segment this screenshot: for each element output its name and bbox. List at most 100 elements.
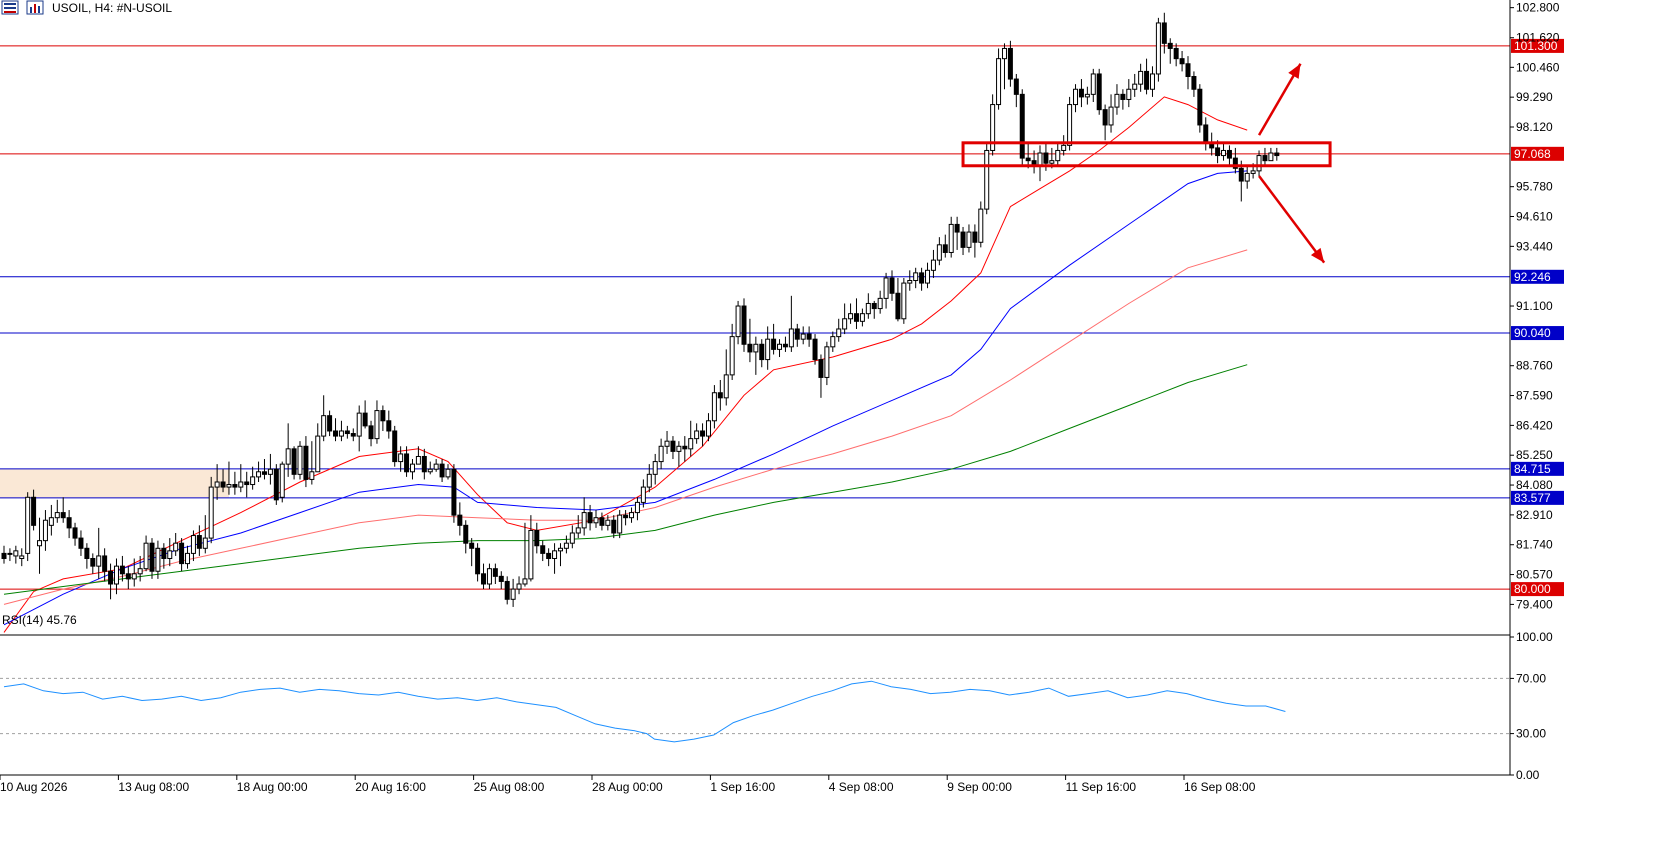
candle-body xyxy=(676,445,682,452)
candle xyxy=(1244,165,1250,189)
candle-body xyxy=(7,552,13,555)
candle xyxy=(297,441,303,480)
candle-body xyxy=(409,463,415,473)
candle-body xyxy=(978,208,984,243)
candle-body xyxy=(705,420,711,437)
candle xyxy=(972,224,978,258)
candle-body xyxy=(149,542,155,572)
candle xyxy=(996,48,1002,110)
candle-body xyxy=(279,463,285,498)
candle xyxy=(883,272,889,309)
candle xyxy=(202,515,208,554)
candle xyxy=(1078,79,1084,108)
candle xyxy=(42,510,48,551)
candle xyxy=(688,420,694,457)
candle-body xyxy=(60,512,66,519)
candle-body xyxy=(90,557,96,567)
candle xyxy=(1274,147,1280,161)
candle-body xyxy=(510,588,516,600)
candle-body xyxy=(1250,170,1256,174)
candle-body xyxy=(1167,42,1173,49)
price-tick-label: 101.620 xyxy=(1516,31,1560,45)
candle xyxy=(143,535,149,572)
candle-body xyxy=(1090,73,1096,95)
candle-body xyxy=(534,529,540,547)
candle xyxy=(445,464,451,480)
candle-body xyxy=(250,476,256,486)
candle-body xyxy=(31,496,37,526)
candle-body xyxy=(682,445,688,450)
candle-body xyxy=(753,343,759,353)
price-tick-label: 82.910 xyxy=(1516,508,1553,522)
candle xyxy=(350,428,356,442)
candle-body xyxy=(238,481,244,488)
candle xyxy=(90,553,96,574)
candle xyxy=(652,453,658,485)
candle xyxy=(700,423,706,447)
candle xyxy=(569,525,575,549)
trade-panel-icon[interactable] xyxy=(1,0,19,15)
candle-body xyxy=(700,430,706,437)
candle xyxy=(291,446,297,480)
candle xyxy=(1149,66,1155,97)
candle-body xyxy=(711,392,717,422)
candle xyxy=(149,538,155,579)
candle-body xyxy=(729,336,735,376)
candle xyxy=(1179,51,1185,72)
candle-body xyxy=(13,550,19,557)
time-tick-label: 4 Sep 08:00 xyxy=(829,780,894,794)
candle-body xyxy=(1067,104,1073,146)
candle xyxy=(954,216,960,250)
arrow-head xyxy=(1310,247,1325,263)
candle-body xyxy=(202,537,208,549)
candle-body xyxy=(587,512,593,524)
candle xyxy=(788,295,794,352)
candle-body xyxy=(557,547,563,552)
candle xyxy=(374,400,380,444)
candle-body xyxy=(1244,172,1250,182)
candle xyxy=(593,510,599,528)
candle xyxy=(930,249,936,278)
arrow-down[interactable] xyxy=(1258,175,1326,264)
candle xyxy=(557,543,563,567)
candle-body xyxy=(72,527,78,539)
candle-body xyxy=(421,455,427,473)
candle xyxy=(611,515,617,539)
candle xyxy=(220,469,226,493)
candle-body xyxy=(877,297,883,310)
candle xyxy=(676,441,682,467)
candle-body xyxy=(836,328,842,338)
level-label: 83.577 xyxy=(1514,491,1551,505)
candle-body xyxy=(285,448,291,465)
candle xyxy=(433,459,439,472)
candle xyxy=(338,420,344,442)
candle xyxy=(125,566,131,590)
arrow-up[interactable] xyxy=(1257,63,1302,136)
candle-body xyxy=(338,430,344,437)
arrow-head xyxy=(1288,63,1301,79)
candle-body xyxy=(125,573,131,580)
chart-window-icon[interactable] xyxy=(26,0,44,15)
candle-body xyxy=(66,517,72,529)
candle xyxy=(261,459,267,480)
price-tick-label: 80.570 xyxy=(1516,568,1553,582)
candle-body xyxy=(670,440,676,452)
candle-body xyxy=(451,468,457,516)
candle-body xyxy=(380,410,386,422)
candle-body xyxy=(179,542,185,565)
candle-body xyxy=(415,455,421,465)
price-tick-label: 79.400 xyxy=(1516,597,1553,611)
candle-body xyxy=(771,338,777,350)
candle xyxy=(711,385,717,429)
candle-body xyxy=(942,244,948,253)
candle xyxy=(1185,56,1191,90)
candle xyxy=(859,308,865,327)
candle xyxy=(155,540,161,579)
candle xyxy=(990,94,996,156)
level-label: 84.715 xyxy=(1514,462,1551,476)
candle-body xyxy=(102,555,108,572)
consolidation-box[interactable] xyxy=(961,141,1332,168)
candle-body xyxy=(481,573,487,585)
candle xyxy=(380,405,386,431)
